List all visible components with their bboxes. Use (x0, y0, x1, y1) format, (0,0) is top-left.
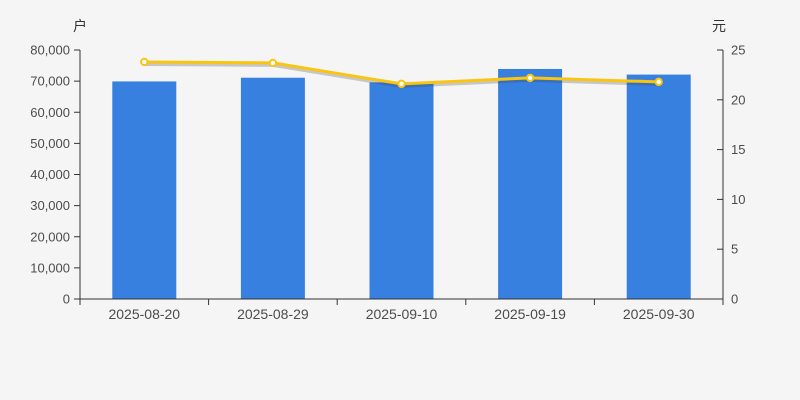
price-point-2025-08-29[interactable] (268, 58, 278, 68)
x-axis-date-label: 2025-08-20 (108, 306, 180, 322)
bar-2025-09-10[interactable] (369, 82, 434, 300)
right-axis-tick-label: 0 (731, 292, 738, 307)
left-axis-tick-label: 40,000 (30, 167, 70, 182)
right-axis-tick-label: 15 (731, 142, 745, 157)
left-axis-tick-label: 0 (63, 292, 70, 307)
price-point-2025-09-10[interactable] (397, 79, 406, 89)
left-axis-tick-label: 60,000 (30, 105, 70, 120)
x-axis-date-label: 2025-09-10 (366, 306, 438, 322)
x-axis-date-label: 2025-09-19 (494, 306, 566, 322)
right-axis-tick-label: 25 (731, 43, 745, 58)
bar-2025-09-19[interactable] (498, 68, 563, 299)
right-axis-tick-label: 10 (731, 192, 745, 207)
left-axis-tick-label: 30,000 (30, 198, 70, 213)
bar-2025-09-30[interactable] (626, 74, 691, 300)
price-point-2025-08-20[interactable] (140, 57, 149, 67)
left-axis-tick-label: 80,000 (30, 43, 70, 58)
right-axis-unit-label: 元 (712, 18, 726, 34)
left-axis-unit-label: 户 (73, 18, 87, 34)
x-axis-date-label: 2025-08-29 (237, 306, 309, 322)
right-axis-tick-label: 20 (731, 92, 745, 107)
right-axis-tick-label: 5 (731, 242, 738, 257)
price-point-2025-09-30[interactable] (654, 77, 663, 87)
x-axis-date-label: 2025-09-30 (623, 306, 695, 322)
left-axis-tick-label: 70,000 (30, 74, 70, 89)
bar-2025-08-20[interactable] (112, 81, 177, 299)
left-axis-tick-label: 10,000 (30, 260, 70, 275)
price-point-2025-09-19[interactable] (525, 73, 535, 83)
left-axis-tick-label: 20,000 (30, 229, 70, 244)
plot-area: 0 10,000 20,000 30,000 40,000 50,000 60,000 70,… (30, 43, 745, 323)
bar-2025-08-29[interactable] (240, 77, 305, 299)
left-axis-tick-label: 50,000 (30, 136, 70, 151)
